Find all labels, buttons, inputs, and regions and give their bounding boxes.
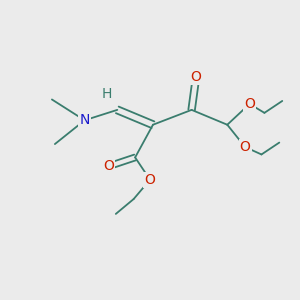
Text: O: O bbox=[145, 173, 155, 187]
Text: H: H bbox=[102, 87, 112, 101]
Text: O: O bbox=[240, 140, 250, 154]
Text: O: O bbox=[244, 97, 255, 111]
Text: N: N bbox=[80, 113, 90, 127]
Text: O: O bbox=[103, 159, 114, 173]
Text: O: O bbox=[190, 70, 202, 84]
